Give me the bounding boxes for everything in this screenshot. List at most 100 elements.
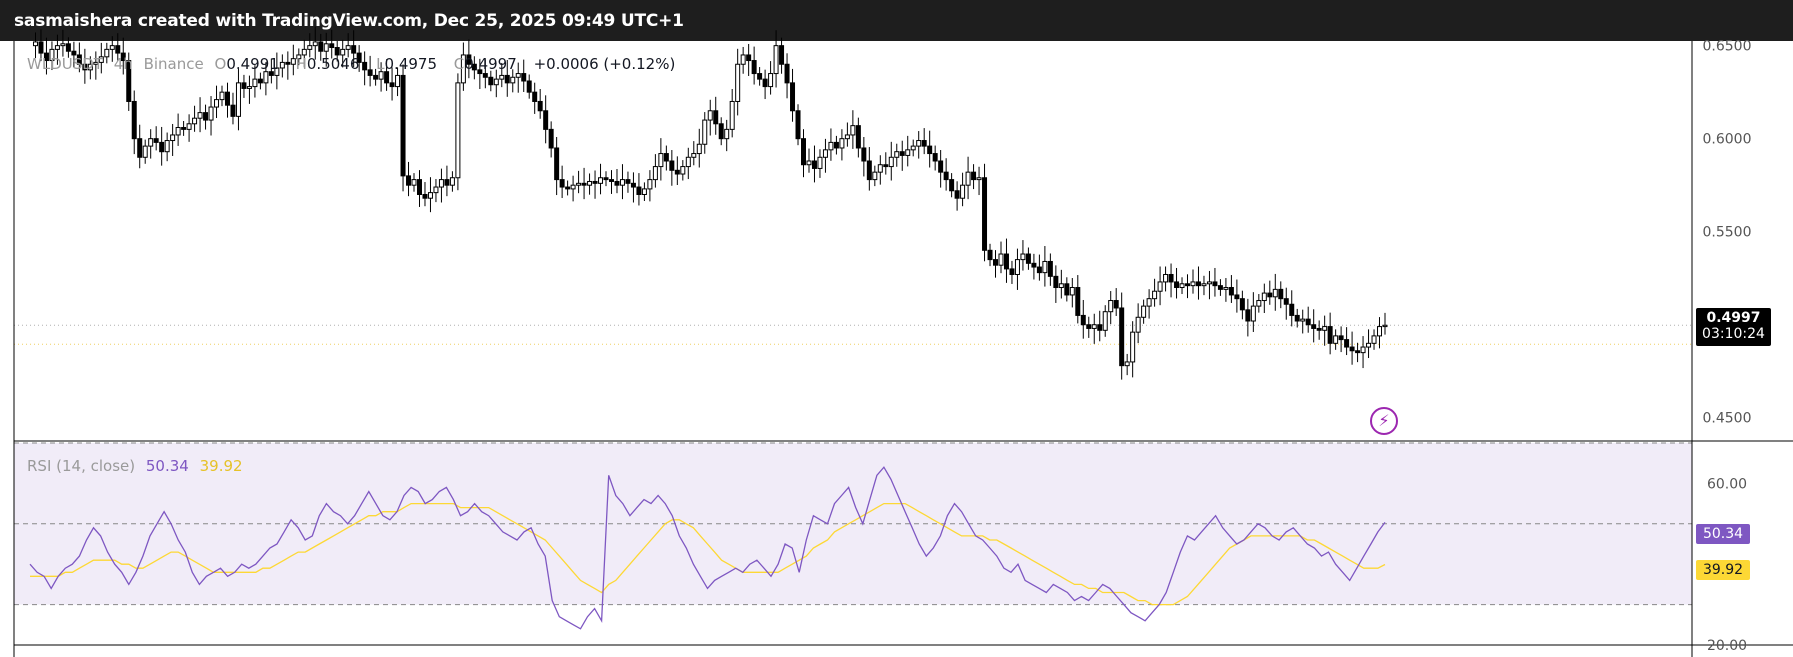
- candle-body: [175, 127, 181, 136]
- candle-body: [1097, 324, 1103, 331]
- legend-low-label: L: [376, 55, 385, 73]
- candle-body: [592, 180, 598, 184]
- candle-body: [1283, 298, 1289, 305]
- rsi-ma-tag: 39.92: [1696, 560, 1750, 580]
- candle-body: [1174, 281, 1180, 289]
- candle-body: [713, 110, 719, 125]
- candle-body: [828, 141, 834, 151]
- candle-body: [1228, 287, 1234, 296]
- candle-body: [647, 179, 653, 190]
- candle-body: [334, 47, 340, 56]
- candle-body: [965, 171, 971, 186]
- candle-body: [104, 48, 110, 58]
- candle-body: [1272, 288, 1278, 298]
- candle-body: [109, 45, 115, 50]
- candle-body: [93, 61, 99, 65]
- candle-body: [894, 151, 900, 158]
- candle-body: [1217, 285, 1223, 290]
- candle-body: [1223, 287, 1229, 290]
- candle-body: [1168, 273, 1174, 283]
- candle-body: [120, 52, 126, 62]
- candle-body: [927, 145, 933, 155]
- candle-body: [378, 71, 384, 80]
- candle-body: [477, 69, 483, 75]
- candle-body: [1047, 260, 1053, 277]
- candle-body: [1025, 253, 1031, 264]
- candle-body: [729, 100, 735, 130]
- candle-body: [877, 164, 883, 173]
- candle-body: [455, 82, 461, 179]
- candle-body: [1355, 350, 1361, 354]
- candle-body: [532, 91, 538, 102]
- candle-body: [982, 177, 988, 251]
- axes: 0.6500 0.6000 0.5500 0.4500 60.00 20.00: [13, 39, 1793, 657]
- candle-body: [257, 78, 263, 84]
- candle-body: [460, 54, 466, 84]
- candle-body: [246, 86, 252, 89]
- rsi-line: [29, 466, 1386, 630]
- candle-body: [356, 52, 362, 63]
- candle-body: [181, 127, 187, 130]
- candle-body: [735, 63, 741, 102]
- candle-body: [773, 45, 779, 75]
- candle-body: [82, 63, 88, 71]
- price-tick-label: 0.4500: [1703, 411, 1752, 427]
- header-bar: sasmaishera created with TradingView.com…: [0, 0, 1793, 41]
- candle-body: [32, 41, 38, 47]
- candle-body: [801, 138, 807, 166]
- legend-close: 0.4997: [464, 55, 517, 73]
- candle-body: [1042, 260, 1048, 274]
- candle-body: [521, 73, 527, 82]
- candle-body: [208, 106, 214, 121]
- candle-body: [707, 110, 713, 121]
- rsi-legend-label: RSI (14, close): [27, 457, 136, 475]
- candle-body: [449, 177, 455, 186]
- candle-body: [1245, 309, 1251, 322]
- candle-body: [252, 78, 258, 88]
- candle-body: [307, 45, 313, 50]
- legend-open-label: O: [214, 55, 227, 73]
- candle-body: [170, 134, 176, 142]
- candle-body: [263, 71, 269, 84]
- candle-body: [329, 43, 335, 49]
- candle-body: [268, 71, 274, 76]
- candle-body: [636, 186, 642, 195]
- candle-body: [762, 78, 768, 88]
- candle-body: [1124, 361, 1130, 367]
- candle-body: [1091, 324, 1097, 329]
- candle-body: [861, 147, 867, 162]
- candle-body: [362, 61, 368, 71]
- lightning-icon[interactable]: ⚡: [1370, 407, 1398, 435]
- candle-body: [466, 54, 472, 65]
- candle-body: [323, 43, 329, 52]
- legend-open: 0.4991: [226, 55, 279, 73]
- candle-body: [395, 74, 401, 88]
- candle-body: [164, 140, 170, 153]
- rsi-legend: RSI (14, close) 50.34 39.92: [27, 457, 249, 475]
- candle-body: [515, 73, 521, 78]
- candle-body: [1289, 303, 1295, 316]
- candle-body: [1212, 281, 1218, 287]
- candle-body: [411, 179, 417, 186]
- candle-body: [608, 179, 614, 182]
- candle-body: [389, 82, 395, 88]
- candle-body: [768, 73, 774, 88]
- candle-body: [1234, 294, 1240, 300]
- candle-body: [137, 138, 143, 158]
- candle-body: [658, 153, 664, 168]
- candle-body: [1239, 298, 1245, 311]
- candle-body: [1316, 327, 1322, 331]
- candle-body: [373, 74, 379, 80]
- candle-body: [1278, 288, 1284, 300]
- candle-body: [987, 249, 993, 261]
- candle-body: [548, 128, 554, 149]
- bar-countdown: 03:10:24: [1702, 326, 1765, 342]
- candle-body: [630, 182, 636, 188]
- candle-body: [1179, 283, 1185, 289]
- candle-body: [1014, 259, 1020, 275]
- candle-body: [1267, 292, 1273, 298]
- candle-body: [1185, 283, 1191, 287]
- candle-body: [949, 179, 955, 192]
- candle-body: [312, 41, 318, 47]
